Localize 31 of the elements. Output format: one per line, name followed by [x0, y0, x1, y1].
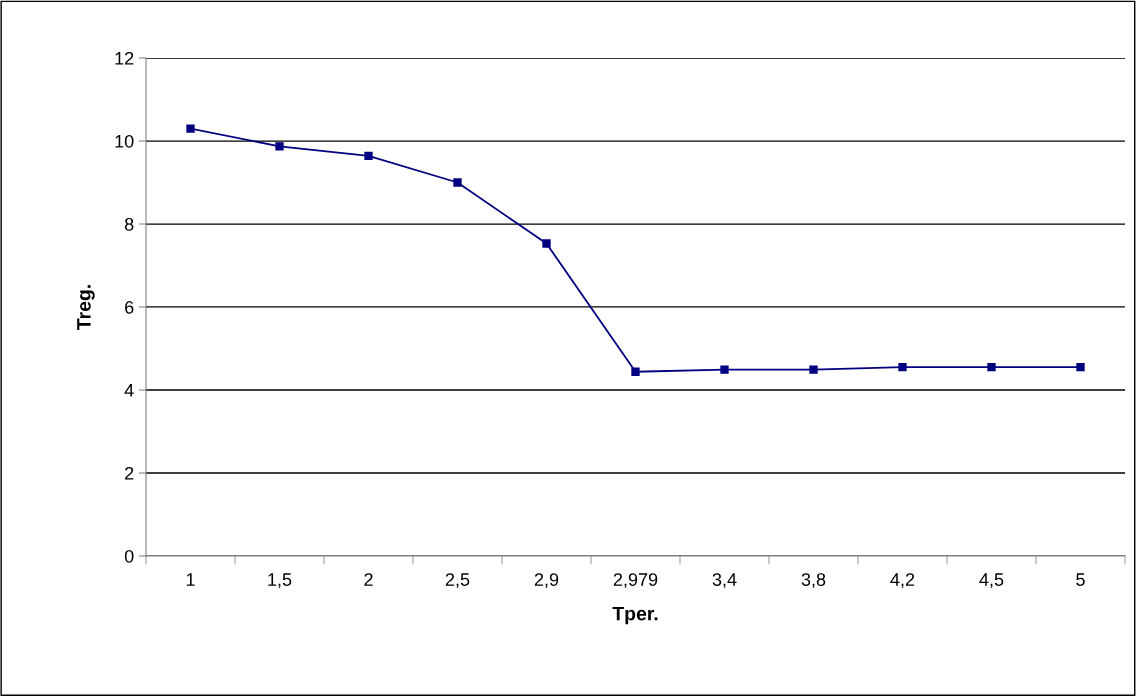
x-tick-label: 2,5 [445, 573, 470, 589]
point [809, 365, 818, 374]
point [898, 363, 907, 372]
x-tick-label: 1 [186, 573, 195, 586]
y-tick-label: 0 [124, 549, 134, 563]
point [275, 142, 284, 151]
x-tick-label: 2 [364, 573, 373, 586]
y-tick-label: 4 [124, 384, 134, 397]
y-tick-label: 10 [115, 134, 134, 148]
y-tick-label: 12 [115, 51, 134, 65]
y-tick-label: 2 [125, 466, 134, 480]
y-tick-label: 8 [124, 217, 134, 231]
point [186, 124, 195, 133]
x-tick-label: 2,979 [613, 573, 658, 589]
x-tick-label: 5 [1076, 573, 1085, 586]
x-tick-label: 4,5 [979, 573, 1004, 589]
x-tick-label: 3,4 [712, 573, 737, 589]
x-tick-label: 2,9 [534, 573, 559, 589]
x-tick-label: 4,2 [890, 573, 915, 589]
point [364, 151, 373, 161]
y-tick-label: 6 [125, 300, 134, 314]
point [720, 365, 729, 374]
point [1076, 363, 1085, 372]
point [987, 363, 996, 372]
point [542, 239, 551, 248]
x-axis-title: Tper. [612, 606, 658, 625]
point [453, 178, 462, 187]
point [631, 367, 640, 376]
x-tick-label: 3,8 [801, 573, 826, 589]
y-axis-title: Treg. [77, 285, 95, 331]
x-tick-label: 1,5 [268, 573, 292, 589]
